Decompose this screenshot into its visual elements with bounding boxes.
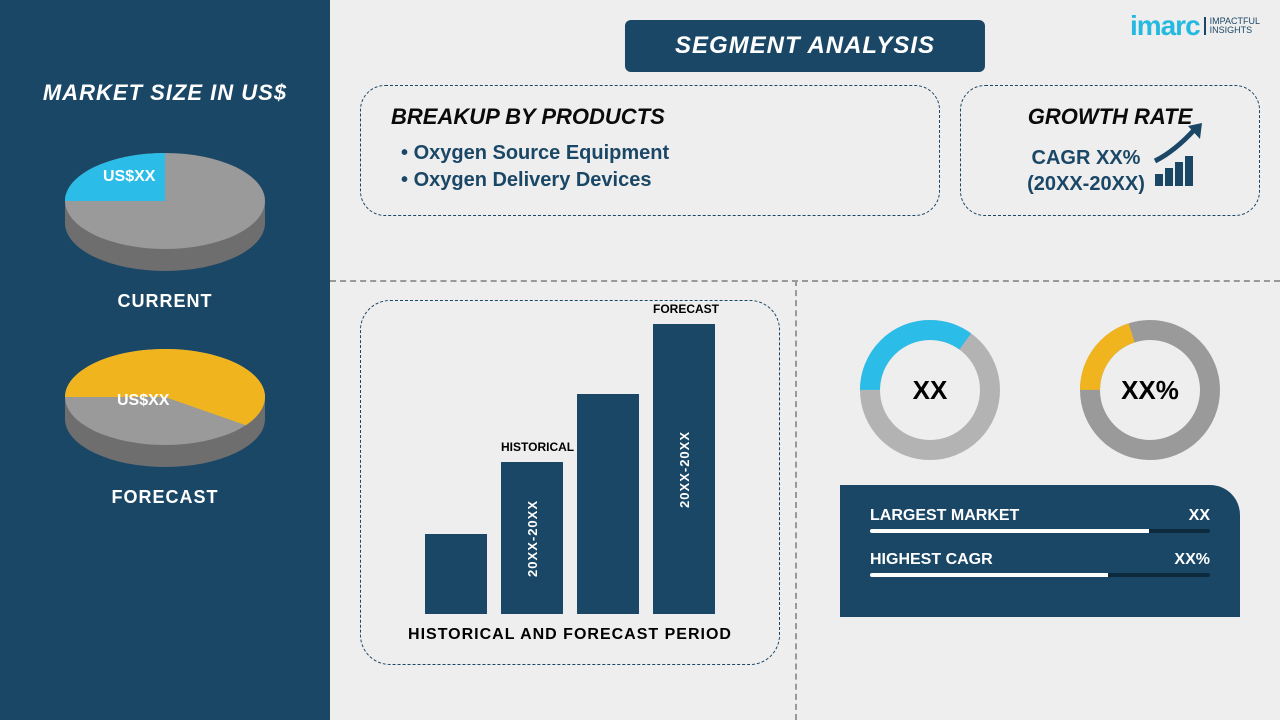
metric-value: XX%	[1174, 551, 1210, 569]
pie-value-label: US$XX	[103, 168, 155, 186]
donut-value: XX%	[1080, 320, 1220, 460]
bars-box: HISTORICAL20XX-20XXFORECAST20XX-20XX HIS…	[360, 300, 780, 665]
sidebar-heading: MARKET SIZE IN US$	[43, 80, 287, 106]
donut-chart: XX%	[1080, 320, 1220, 460]
sidebar: MARKET SIZE IN US$ US$XX CURRENT US$XX FORE…	[0, 0, 330, 720]
metric-bar	[870, 573, 1210, 577]
metric-label: LARGEST MARKET	[870, 507, 1019, 525]
metric-bar	[870, 529, 1210, 533]
product-item: Oxygen Delivery Devices	[401, 167, 909, 194]
metric-row: LARGEST MARKET XX	[870, 507, 1210, 533]
metrics-box: LARGEST MARKET XX HIGHEST CAGR XX%	[840, 485, 1240, 617]
main-panel: imarc IMPACTFUL INSIGHTS SEGMENT ANALYSI…	[330, 0, 1280, 720]
page-title: SEGMENT ANALYSIS	[625, 20, 985, 72]
period-bar: HISTORICAL20XX-20XX	[501, 462, 563, 614]
bar-inner-text: 20XX-20XX	[677, 431, 692, 508]
bars-caption: HISTORICAL AND FORECAST PERIOD	[408, 626, 732, 644]
cagr-text: CAGR XX% (20XX-20XX)	[1027, 145, 1145, 197]
pie-caption: FORECAST	[112, 487, 219, 508]
logo-text: imarc	[1130, 10, 1200, 42]
period-bar	[577, 394, 639, 614]
metric-label: HIGHEST CAGR	[870, 551, 993, 569]
donuts-row: XX XX%	[820, 320, 1260, 460]
metric-row: HIGHEST CAGR XX%	[870, 551, 1210, 577]
donut-chart: XX	[860, 320, 1000, 460]
products-list: Oxygen Source EquipmentOxygen Delivery D…	[391, 140, 909, 194]
metric-value: XX	[1189, 507, 1210, 525]
logo: imarc IMPACTFUL INSIGHTS	[1130, 10, 1260, 42]
bar-top-label: FORECAST	[653, 302, 715, 316]
divider-horizontal	[330, 280, 1280, 282]
period-bar: FORECAST20XX-20XX	[653, 324, 715, 614]
growth-arrow-icon	[1150, 121, 1210, 171]
products-box: BREAKUP BY PRODUCTS Oxygen Source Equipm…	[360, 85, 940, 216]
bar-inner-text: 20XX-20XX	[525, 500, 540, 577]
product-item: Oxygen Source Equipment	[401, 140, 909, 167]
pie-caption: CURRENT	[118, 291, 213, 312]
divider-vertical	[795, 280, 797, 720]
period-bar	[425, 534, 487, 614]
products-heading: BREAKUP BY PRODUCTS	[391, 104, 909, 130]
logo-tagline: IMPACTFUL INSIGHTS	[1204, 17, 1260, 35]
pie-value-label: US$XX	[117, 392, 169, 410]
bar-top-label: HISTORICAL	[501, 440, 563, 454]
donut-value: XX	[860, 320, 1000, 460]
growth-box: GROWTH RATE CAGR XX% (20XX-20XX)	[960, 85, 1260, 216]
